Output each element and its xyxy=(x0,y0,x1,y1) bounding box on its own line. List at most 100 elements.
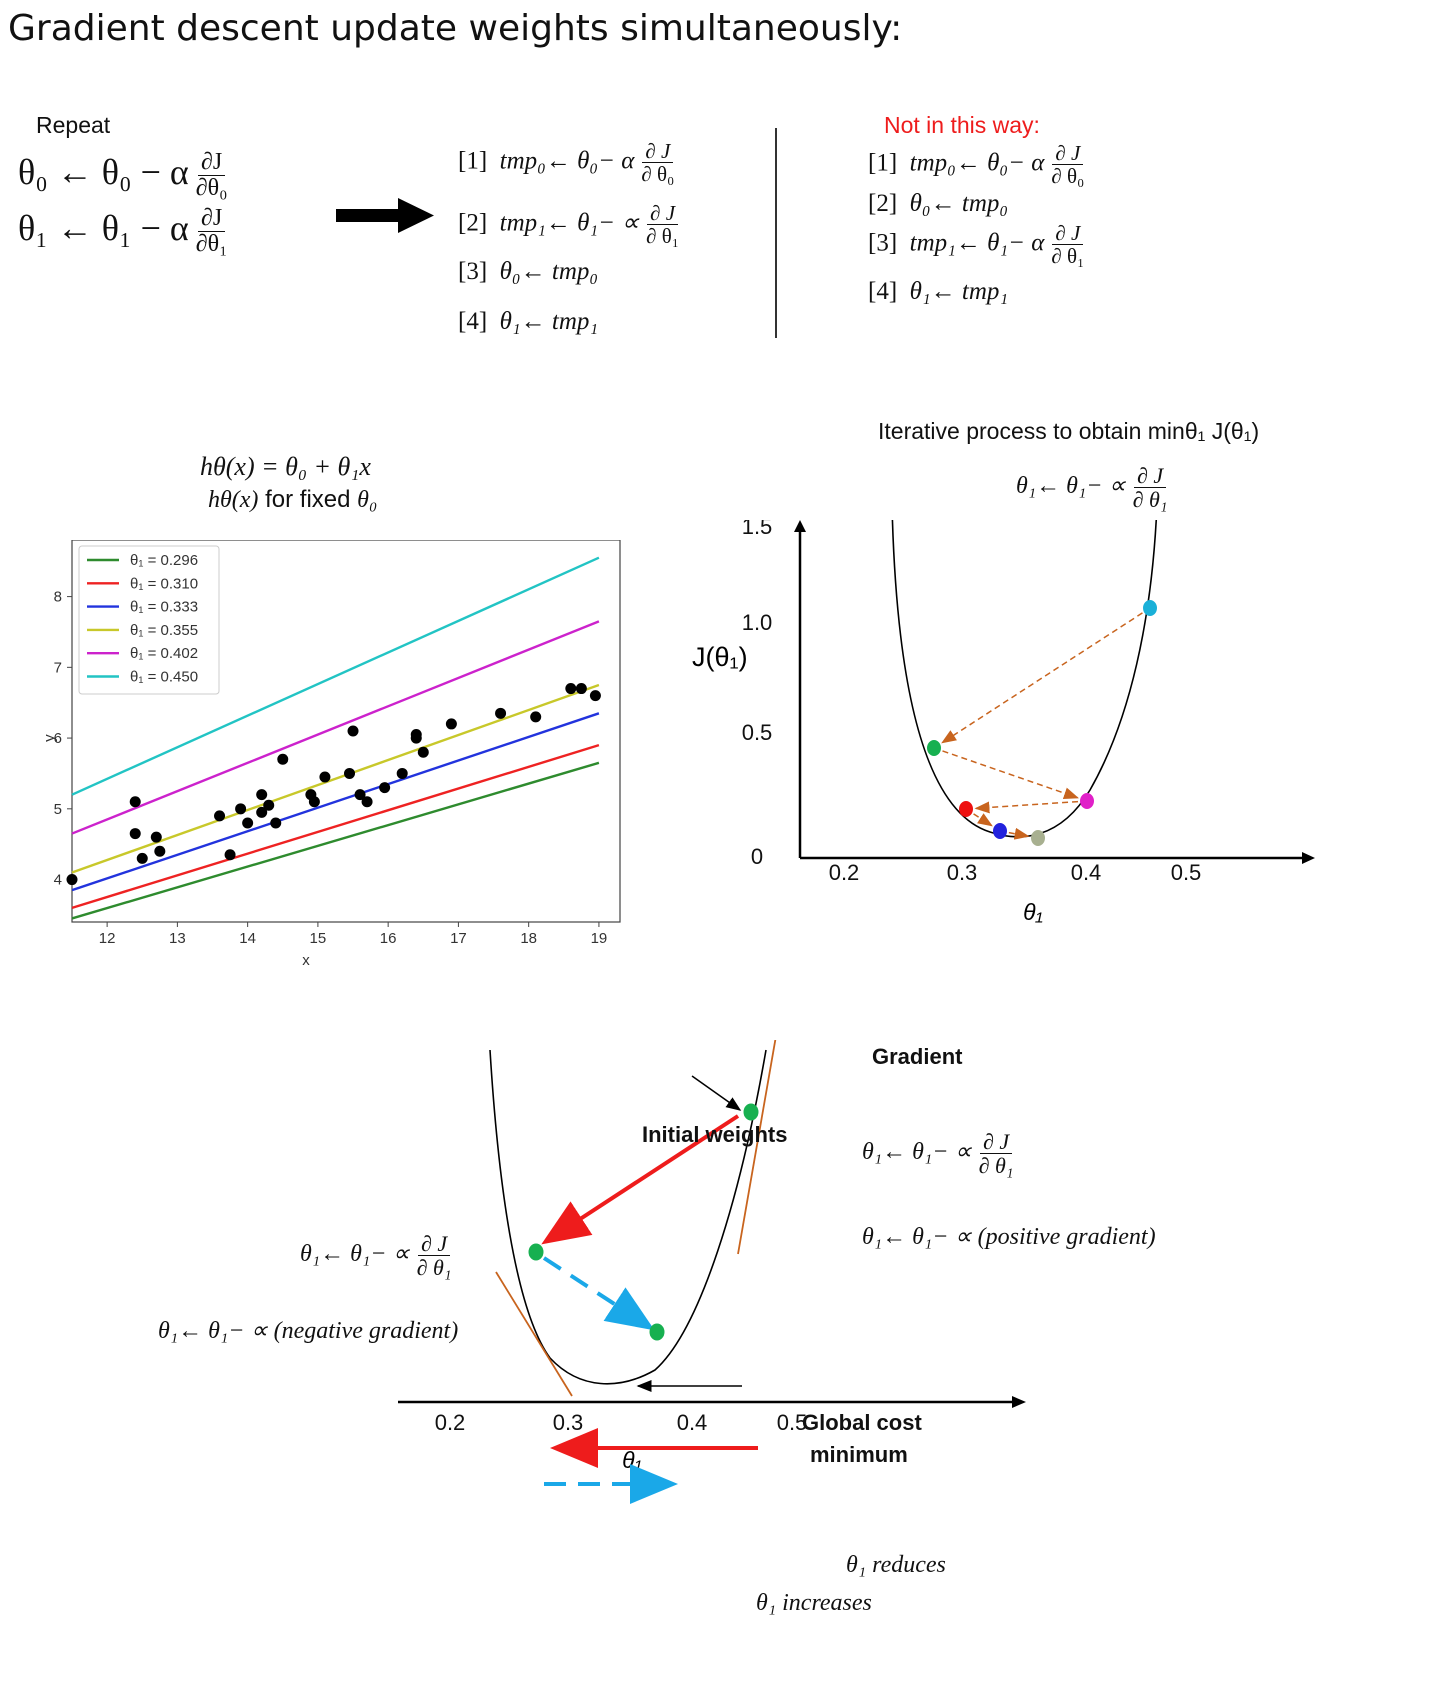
iteration-step-arrow xyxy=(1008,827,1030,840)
data-point xyxy=(445,718,457,730)
eq0-den: ∂θ₀ xyxy=(195,175,228,202)
x-tick-label: 0.4 xyxy=(1071,860,1102,885)
cost-chart-update: θ₁← θ₁− ∝ ∂ J ∂ θ₁ xyxy=(1016,463,1168,513)
data-point xyxy=(589,690,601,702)
divider xyxy=(775,128,777,338)
y-tick-label: 0 xyxy=(751,844,763,869)
right-arrow-icon xyxy=(336,198,434,233)
y-axis-label: y xyxy=(41,734,58,742)
update-eq-theta0: θ₀ ← θ₀ − α ∂J ∂θ₀ xyxy=(18,149,231,202)
eq1-op: − xyxy=(140,207,161,248)
eq0-rhs: θ₀ xyxy=(101,151,132,192)
eq1-fraction: ∂J ∂θ₁ xyxy=(193,205,231,257)
eq0-alpha: α xyxy=(169,151,189,192)
data-point xyxy=(263,799,275,811)
eq1-rhs: θ₁ xyxy=(101,207,132,248)
x-tick-label: 14 xyxy=(239,930,256,947)
x-tick-label: 0.5 xyxy=(777,1410,808,1435)
reduce-step-arrow xyxy=(541,1114,740,1245)
positive-gradient-eq: θ₁← θ₁− ∝ (positive gradient) xyxy=(862,1224,1156,1250)
iteration-point xyxy=(959,801,973,817)
correct-step-2: [2] tmp₁← θ₁− ∝ ∂ J ∂ θ₁ xyxy=(458,201,680,249)
wrong-step-1: [1] tmp₀← θ₀− α ∂ J ∂ θ₀ xyxy=(868,141,1085,189)
x-axis-label: θ₁ xyxy=(622,1447,642,1473)
legend-label: θ₁ = 0.333 xyxy=(130,599,198,616)
wrong-heading: Not in this way: xyxy=(884,112,1040,138)
negative-gradient-point xyxy=(528,1243,544,1261)
data-point xyxy=(565,683,577,695)
wrong-step-4: [4] θ₁← tmp₁ xyxy=(868,278,1009,305)
eq1-arrow: ← xyxy=(56,207,93,248)
y-tick-label: 4 xyxy=(54,872,62,889)
x-tick-label: 0.3 xyxy=(553,1410,584,1435)
data-point xyxy=(347,725,359,737)
y-axis-arrow-icon xyxy=(794,520,806,532)
data-point xyxy=(154,845,166,857)
negative-gradient-tangent xyxy=(495,1271,573,1397)
y-tick-label: 1.0 xyxy=(742,610,773,635)
x-axis-arrow-icon xyxy=(1012,1396,1026,1408)
legend: θ₁ = 0.296 θ₁ = 0.310 θ₁ = 0.333 θ₁ = 0.355… xyxy=(78,545,220,695)
x-axis-label: x xyxy=(302,952,310,969)
data-point xyxy=(224,849,236,861)
x-tick-label: 19 xyxy=(591,930,608,947)
x-tick-label: 15 xyxy=(310,930,327,947)
data-point xyxy=(242,817,254,829)
data-point xyxy=(214,810,226,822)
global-min-label-1: Global cost xyxy=(802,1410,922,1435)
data-point xyxy=(530,711,542,723)
negative-gradient-eq: θ₁← θ₁− ∝ (negative gradient) xyxy=(158,1318,459,1344)
cost-chart-title: Iterative process to obtain minθ₁ J(θ₁) xyxy=(878,418,1260,444)
series-line xyxy=(71,744,600,909)
x-tick-label: 16 xyxy=(380,930,397,947)
data-point xyxy=(129,828,141,840)
eq1-num: ∂J xyxy=(198,205,226,233)
wrong-step-2: [2] θ₀← tmp₀ xyxy=(868,190,1009,217)
x-tick-label: 0.5 xyxy=(1171,860,1202,885)
increase-step-arrow xyxy=(542,1256,655,1331)
eq1-alpha: α xyxy=(169,207,189,248)
positive-gradient-tangent xyxy=(737,1040,777,1255)
x-axis-arrow-icon xyxy=(1302,852,1315,864)
eq1-lhs: θ₁ xyxy=(18,207,48,248)
data-point xyxy=(256,806,268,818)
x-axis-label: θ₁ xyxy=(1023,899,1043,925)
legend-reduces: θ₁ reduces xyxy=(846,1552,946,1578)
gradient-diagram: 0.2 0.3 0.4 0.5 θ₁ xyxy=(398,1040,1026,1504)
x-tick-label: 12 xyxy=(99,930,116,947)
wrong-step-3: [3] tmp₁← θ₁− α ∂ J ∂ θ₁ xyxy=(868,221,1085,269)
data-point xyxy=(319,771,331,783)
iteration-point xyxy=(1080,793,1094,809)
y-tick-label: 7 xyxy=(54,659,62,676)
x-tick-label: 18 xyxy=(520,930,537,947)
correct-step-1: [1] tmp₀← θ₀− α ∂ J ∂ θ₀ xyxy=(458,139,675,187)
right-update-eq: θ₁← θ₁− ∝ ∂ J ∂ θ₁ xyxy=(862,1129,1014,1179)
iteration-point xyxy=(1031,830,1045,846)
iteration-step-arrow xyxy=(942,750,1079,799)
iteration-step-arrow xyxy=(941,612,1143,744)
legend-label: θ₁ = 0.355 xyxy=(130,622,198,639)
hypothesis-expr: hθ(x) xyxy=(208,487,259,513)
data-point xyxy=(256,789,268,801)
legend-increases: θ₁ increases xyxy=(756,1590,872,1616)
repeat-label: Repeat xyxy=(36,112,111,138)
data-point xyxy=(354,789,366,801)
x-tick-label: 0.4 xyxy=(677,1410,708,1435)
series-line xyxy=(71,620,600,835)
legend-label: θ₁ = 0.402 xyxy=(130,645,198,662)
eq0-lhs: θ₀ xyxy=(18,151,48,192)
y-tick-label: 5 xyxy=(54,801,62,818)
iteration-point xyxy=(927,740,941,756)
legend-label: θ₁ = 0.450 xyxy=(130,669,198,686)
data-point xyxy=(575,683,587,695)
x-tick-label: 17 xyxy=(450,930,467,947)
global-min-label-2: minimum xyxy=(810,1442,908,1467)
data-point xyxy=(129,796,141,808)
data-point xyxy=(396,767,408,779)
y-tick-label: 8 xyxy=(54,589,62,606)
correct-step-3: [3] θ₀← tmp₀ xyxy=(458,258,599,285)
global-minimum-point xyxy=(649,1323,665,1341)
y-axis-label: J(θ₁) xyxy=(692,642,748,672)
left-update-eq: θ₁← θ₁− ∝ ∂ J ∂ θ₁ xyxy=(300,1231,452,1281)
